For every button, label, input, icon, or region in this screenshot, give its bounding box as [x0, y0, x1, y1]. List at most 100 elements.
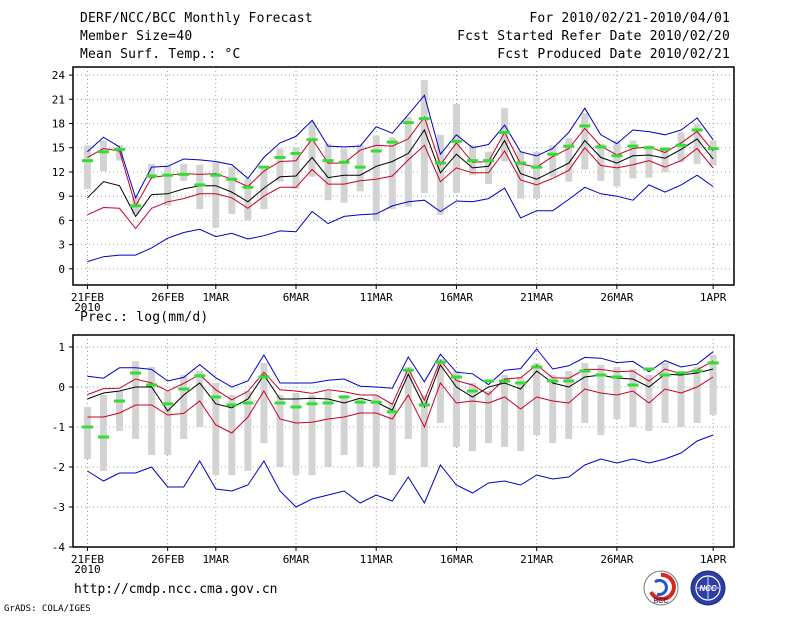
panel1-median-marker [691, 128, 703, 132]
panel1-median-marker [515, 161, 527, 165]
source-url[interactable]: http://cmdp.ncc.cma.gov.cn [74, 582, 278, 597]
panel2-y-tick-label: 0 [58, 381, 65, 394]
panel1-spread-bar [501, 108, 509, 162]
panel2-spread-bar [581, 363, 589, 423]
panel2-spread-bar [212, 383, 220, 475]
panel2-median-marker [306, 402, 318, 406]
panel2-spread-bar [244, 391, 252, 471]
panel1-median-marker [675, 143, 687, 147]
ncc-logo-text: NCC [699, 584, 717, 593]
forecast-produced-date: Fcst Produced Date 2010/02/21 [497, 47, 730, 62]
panel1-median-marker [97, 150, 109, 154]
panel1-median-marker [242, 185, 254, 189]
panel2-median-marker [627, 383, 639, 387]
panel2-median-marker [595, 373, 607, 377]
panel1-spread-bar [244, 178, 252, 221]
panel1-spread-bar [452, 104, 460, 193]
panel2-x-tick-label: 1MAR [203, 553, 230, 566]
panel1-median-marker [643, 146, 655, 150]
panel2-median-marker [194, 374, 206, 378]
panel1-median-marker [306, 138, 318, 142]
panel1-median-marker [146, 174, 158, 178]
panel2-median-marker [434, 360, 446, 364]
panel2-median-marker [531, 365, 543, 369]
forecast-started-date: Fcst Started Refer Date 2010/02/20 [457, 29, 730, 44]
panel1-median-marker [386, 140, 398, 144]
panel1-line-min [87, 174, 714, 263]
panel1-spread-bar [709, 140, 717, 166]
panel2-median-marker [178, 387, 190, 391]
panel1-spread-bar [164, 165, 172, 206]
panel1-spread-bar [148, 163, 156, 180]
ncc-logo-icon: NCC [690, 570, 726, 606]
panel2-x-tick-label: 16MAR [440, 553, 473, 566]
panel2-median-marker [210, 395, 222, 399]
panel2-x-tick-label: 11MAR [360, 553, 393, 566]
panel1-median-marker [290, 151, 302, 155]
panel2-median-marker [515, 381, 527, 385]
panel2-median-marker [691, 369, 703, 373]
panel2-line-min [87, 434, 714, 508]
panel1-x-tick-label: 21FEB [71, 291, 104, 304]
panel2-median-marker [643, 367, 655, 371]
panel2-median-marker [563, 379, 575, 383]
panel2-spread-bar [597, 365, 605, 435]
panel1-median-marker [627, 144, 639, 148]
panel1-spread-bar [99, 140, 107, 172]
bcc-logo-text: BCC [654, 598, 669, 605]
panel2-spread-bar [709, 355, 717, 415]
panel2-spread-bar [565, 371, 573, 439]
panel1-median-marker [499, 130, 511, 134]
panel2-spread-bar [436, 359, 444, 423]
panel1-median-marker [354, 165, 366, 169]
panel2-spread-bar [308, 395, 316, 475]
panel2-spread-bar [276, 395, 284, 467]
panel2-y-tick-label: -3 [52, 501, 65, 514]
panel1-median-marker [434, 161, 446, 165]
chart-title: DERF/NCC/BCC Monthly Forecast [80, 11, 313, 26]
panel1-spread-bar [308, 121, 316, 177]
panel2-median-marker [466, 389, 478, 393]
panel2-spread-bar [629, 369, 637, 427]
panel2-median-marker [162, 402, 174, 406]
panel2-spread-bar [116, 391, 124, 431]
panel2-y-tick-label: -2 [52, 461, 65, 474]
panel1-y-tick-label: 0 [58, 263, 65, 276]
panel2-spread-bar [517, 377, 525, 451]
panel2-spread-bar [99, 395, 107, 471]
panel2-median-marker [418, 403, 430, 407]
panel1-median-marker [611, 154, 623, 158]
panel2-median-marker [338, 395, 350, 399]
panel1-spread-bar [324, 143, 332, 201]
panel2-median-marker [659, 373, 671, 377]
panel2-median-marker [354, 400, 366, 404]
panel1-median-marker [274, 155, 286, 159]
panel1-x-tick-label: 11MAR [360, 291, 393, 304]
panel1-line-lower [87, 144, 714, 230]
panel2-median-marker [402, 368, 414, 372]
forecast-period: For 2010/02/21-2010/04/01 [529, 11, 730, 26]
panel2-spread-bar [356, 399, 364, 467]
panel1-spread-bar [196, 164, 204, 210]
panel2-median-marker [226, 403, 238, 407]
panel2-spread-bar [180, 375, 188, 439]
panel2-median-marker [386, 410, 398, 414]
variable-prec-label: Prec.: log(mm/d) [80, 310, 209, 325]
panel1-spread-bar [276, 148, 284, 182]
panel1-spread-bar [645, 145, 653, 178]
panel1-x-tick-label: 26FEB [151, 291, 184, 304]
panel2-median-marker [114, 399, 126, 403]
panel1-median-marker [579, 124, 591, 128]
panel1-spread-bar [404, 117, 412, 207]
panel1-line-upper [87, 116, 714, 208]
panel1-median-marker [659, 147, 671, 151]
panel1-median-marker [563, 144, 575, 148]
panel1-spread-bar [180, 163, 188, 181]
panel1-spread-bar [677, 132, 685, 163]
panel1-spread-bar [212, 162, 220, 228]
panel1-y-tick-label: 18 [52, 118, 65, 131]
panel1-x-tick-label: 1MAR [203, 291, 230, 304]
panel1-x-tick-label: 16MAR [440, 291, 473, 304]
panel1-line-mean [87, 128, 714, 218]
panel2-median-marker [499, 379, 511, 383]
